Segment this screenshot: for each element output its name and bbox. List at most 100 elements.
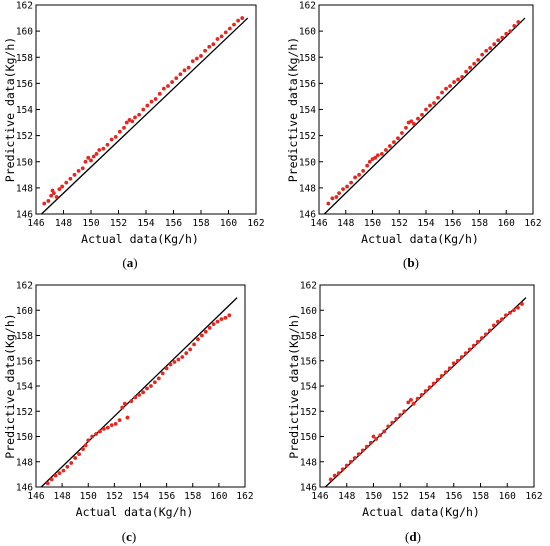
y-tick-label: 154 [300,382,317,393]
data-point [94,432,98,436]
y-tick-label: 154 [16,105,33,116]
data-point [184,351,189,356]
data-point [428,103,432,108]
data-point [219,34,224,39]
data-point [368,440,373,445]
data-point [194,56,199,61]
plot-panel: 146 148 150 152 154 156 158 160 162 146 148 150 152 1… [286,1,542,271]
data-point [330,196,335,201]
data-point [508,310,512,315]
data-point [182,68,187,73]
x-tick-label: 156 [158,491,175,502]
data-point [416,116,420,121]
x-tick-label: 162 [236,491,253,502]
data-point [337,191,341,196]
data-point [215,37,220,41]
data-point [124,120,129,125]
data-point [192,342,196,347]
y-tick-label: 148 [300,457,317,468]
data-point [227,313,232,318]
data-point [215,319,220,324]
x-axis-title: Actual data(Kg/h) [362,505,480,519]
y-tick-label: 158 [300,331,317,342]
x-tick-label: 156 [444,218,461,229]
data-point [349,180,353,185]
data-point [72,172,77,177]
data-point [61,468,66,473]
x-tick-label: 150 [80,491,97,502]
x-axis-title: Actual data(Kg/h) [81,232,199,246]
data-point [161,86,166,91]
data-point [236,18,241,23]
data-point [480,52,485,57]
x-tick-label: 154 [137,218,154,229]
y-axis-title: Predictive data(Kg/h) [3,37,17,182]
data-point [109,137,114,142]
data-point [164,366,169,371]
data-point [420,112,424,117]
data-point [443,370,448,375]
data-point [402,409,407,414]
data-point [186,65,191,70]
y-tick-label: 154 [16,382,33,393]
data-point [483,332,488,337]
data-point [49,193,54,198]
x-tick-label: 160 [499,491,516,502]
data-point [412,121,416,126]
data-point [141,390,146,395]
y-tick-label: 156 [299,79,316,90]
x-tick-label: 148 [338,491,355,502]
x-tick-label: 158 [184,491,201,502]
data-point [374,437,379,441]
x-tick-label: 154 [418,491,435,502]
data-point [223,315,228,320]
data-point [512,308,516,313]
data-point [341,187,345,192]
data-point [419,392,424,397]
data-point [415,396,420,401]
plot-panel: 146 148 150 152 154 156 158 160 162 146 148 150 152 1… [3,281,254,545]
data-point [508,29,513,34]
x-tick-label: 152 [392,491,409,502]
y-tick-label: 152 [16,407,33,418]
data-point [207,44,212,49]
x-tick-label: 150 [364,218,381,229]
x-tick-label: 158 [471,218,488,229]
data-point [423,389,428,393]
data-point [97,148,102,152]
data-point [504,31,509,36]
panel-label: (a) [122,255,137,270]
x-tick-label: 162 [525,491,542,502]
data-point [232,22,236,27]
y-tick-label: 162 [16,1,33,12]
data-point [54,195,59,199]
x-tick-label: 150 [365,491,382,502]
data-point [130,119,135,124]
y-tick-label: 158 [16,53,33,64]
data-point [73,456,78,460]
data-point [463,351,468,356]
x-tick-label: 152 [110,218,127,229]
data-point [137,112,142,117]
data-point [45,481,50,486]
data-point [332,473,337,478]
data-point [404,125,408,130]
data-point [188,347,193,352]
y-axis-title: Predictive data(Kg/h) [3,313,17,458]
y-tick-label: 148 [16,457,33,468]
data-point [219,317,224,321]
y-tick-label: 162 [300,281,317,292]
x-tick-label: 146 [310,218,327,229]
data-point [336,471,341,476]
x-axis-title: Actual data(Kg/h) [361,232,479,246]
data-point [129,399,134,404]
reference-line [323,17,526,215]
x-tick-label: 156 [165,218,182,229]
x-tick-label: 152 [391,218,408,229]
data-point [340,467,345,472]
data-point [460,74,465,79]
data-point [495,319,500,324]
data-point [102,427,106,431]
y-tick-label: 156 [16,356,33,367]
data-point [207,326,212,330]
